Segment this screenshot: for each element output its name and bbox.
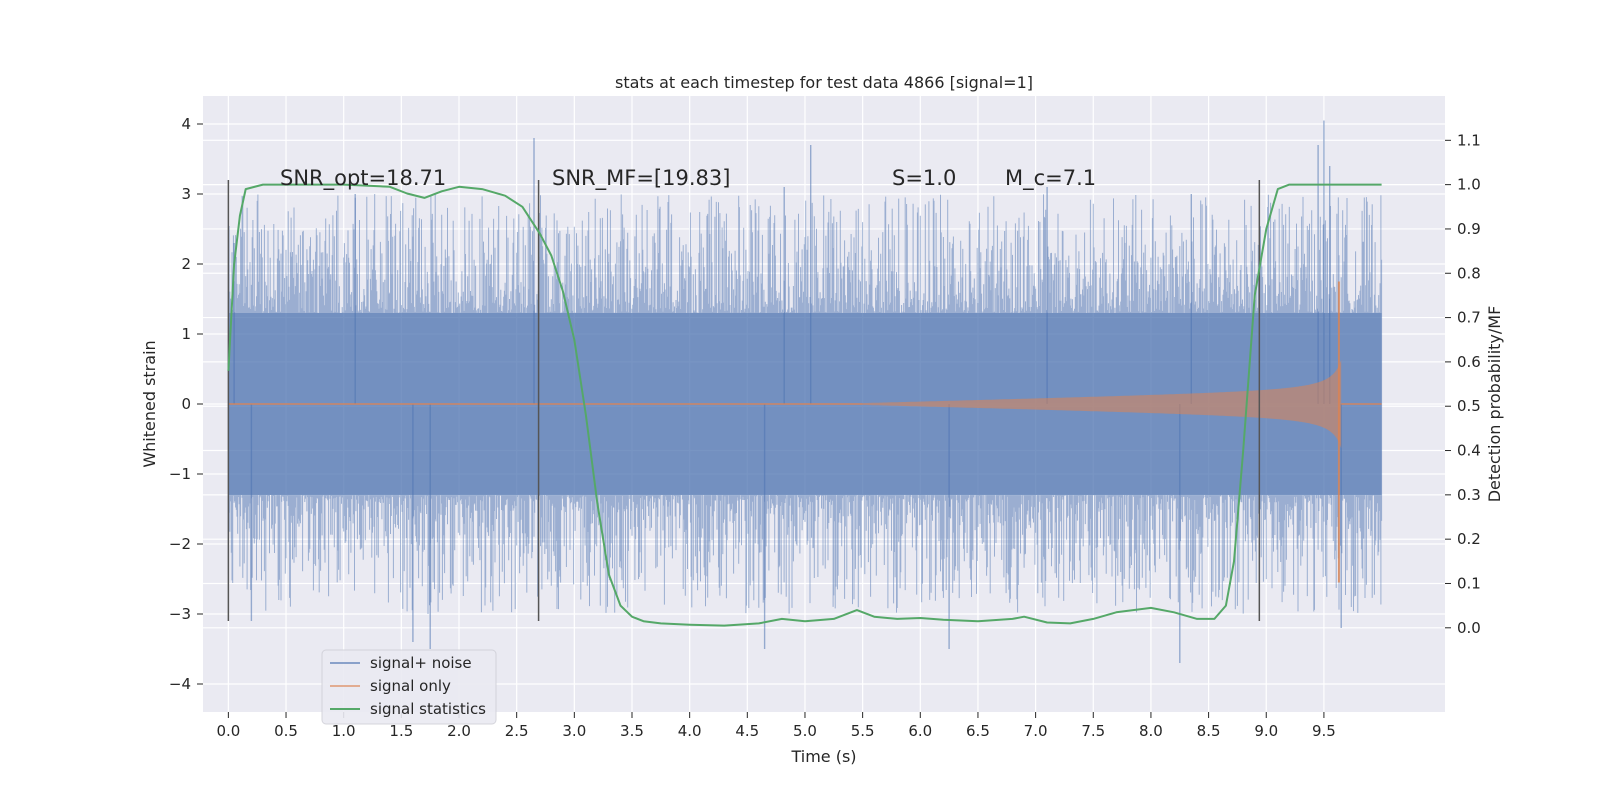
y-tick-label-0: −4 [169,675,191,693]
x-tick-label-4: 2.0 [447,722,471,740]
y2-axis-ticks: 0.0 0.1 0.2 0.3 0.4 0.5 0.6 0.7 0.8 0.9 1.0 1.1 [1445,131,1481,637]
x-tick-label-7: 3.5 [620,722,644,740]
x-tick-label-14: 7.0 [1024,722,1048,740]
y-tick-label-4: 0 [181,395,191,413]
x-tick-label-19: 9.5 [1312,722,1336,740]
y2-tick-label-9: 0.9 [1457,220,1481,238]
series-signal-only [228,281,1382,583]
x-tick-label-2: 1.0 [332,722,356,740]
y2-tick-label-0: 0.0 [1457,619,1481,637]
y2-tick-label-10: 1.0 [1457,176,1481,194]
x-tick-label-8: 4.0 [678,722,702,740]
chart-title: stats at each timestep for test data 486… [615,73,1033,92]
x-tick-label-5: 2.5 [505,722,529,740]
y2-tick-label-11: 1.1 [1457,131,1481,149]
x-tick-label-6: 3.0 [562,722,586,740]
x-tick-label-18: 9.0 [1254,722,1278,740]
y-tick-label-8: 4 [181,115,191,133]
x-tick-label-17: 8.5 [1197,722,1221,740]
x-tick-label-12: 6.0 [908,722,932,740]
y2-tick-label-5: 0.5 [1457,397,1481,415]
y2-tick-label-3: 0.3 [1457,486,1481,504]
x-tick-label-13: 6.5 [966,722,990,740]
y2-tick-label-1: 0.1 [1457,574,1481,592]
x-tick-label-3: 1.5 [389,722,413,740]
statistics-line [227,183,1382,627]
y2-tick-label-7: 0.7 [1457,309,1481,327]
x-axis-ticks: 0.0 0.5 1.0 1.5 2.0 2.5 3.0 3.5 4.0 4.5 5.0 5.5 6.0 6… [216,712,1336,740]
x-tick-label-10: 5.0 [793,722,817,740]
y-tick-label-3: −1 [169,465,191,483]
x-axis-label: Time (s) [790,747,856,766]
legend: signal+ noise signal only signal statist… [321,649,497,725]
annotation-mc: M_c=7.1 [1005,166,1096,191]
x-tick-label-15: 7.5 [1081,722,1105,740]
legend-label-signal-statistics: signal statistics [370,700,486,718]
y-tick-label-1: −3 [169,605,191,623]
signal-chirp [862,359,1342,449]
y-tick-label-2: −2 [169,535,191,553]
legend-label-signal-only: signal only [370,677,451,695]
noise-extremes [233,120,1342,663]
legend-box [321,649,497,725]
x-tick-label-9: 4.5 [735,722,759,740]
y2-axis-label: Detection probability/MF [1485,306,1504,503]
annotation-snr-opt: SNR_opt=18.71 [280,166,446,191]
x-tick-label-0: 0.0 [216,722,240,740]
y2-tick-label-8: 0.8 [1457,264,1481,282]
y2-tick-label-2: 0.2 [1457,530,1481,548]
y-axis-label: Whitened strain [140,340,159,467]
x-tick-label-16: 8.0 [1139,722,1163,740]
y-tick-label-7: 3 [181,185,191,203]
y2-tick-label-6: 0.6 [1457,353,1481,371]
legend-label-signal-plus-noise: signal+ noise [370,654,472,672]
y2-tick-label-4: 0.4 [1457,442,1481,460]
x-tick-label-1: 0.5 [274,722,298,740]
annotation-s: S=1.0 [892,166,956,190]
x-tick-label-11: 5.5 [851,722,875,740]
vertical-markers [227,180,1261,621]
y-tick-label-6: 2 [181,255,191,273]
annotation-snr-mf: SNR_MF=[19.83] [552,166,730,191]
series-signal-statistics [227,183,1382,627]
y-axis-ticks: −4 −3 −2 −1 0 1 2 3 4 [169,115,203,693]
y-tick-label-5: 1 [181,325,191,343]
